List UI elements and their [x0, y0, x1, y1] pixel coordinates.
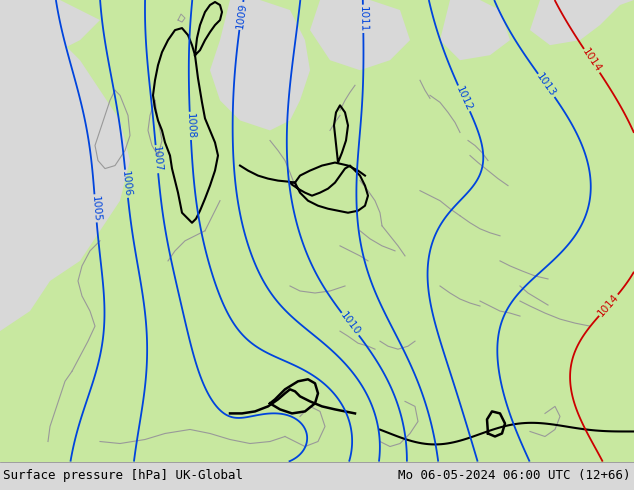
Text: 1007: 1007 — [151, 146, 163, 172]
Text: 1010: 1010 — [339, 311, 362, 338]
Text: 1014: 1014 — [580, 47, 604, 74]
Text: 1011: 1011 — [358, 5, 368, 32]
Polygon shape — [0, 0, 100, 261]
Polygon shape — [310, 0, 410, 70]
Text: 1012: 1012 — [454, 84, 474, 113]
Text: Surface pressure [hPa] UK-Global: Surface pressure [hPa] UK-Global — [3, 469, 243, 482]
Polygon shape — [0, 0, 634, 462]
Text: Mo 06-05-2024 06:00 UTC (12+66): Mo 06-05-2024 06:00 UTC (12+66) — [399, 469, 631, 482]
Text: 1014: 1014 — [596, 292, 621, 318]
Polygon shape — [0, 0, 130, 331]
Text: 1008: 1008 — [184, 113, 196, 139]
Polygon shape — [530, 0, 634, 45]
Text: 1013: 1013 — [534, 72, 558, 99]
Polygon shape — [210, 0, 310, 130]
Text: 1006: 1006 — [120, 170, 133, 197]
Polygon shape — [440, 0, 510, 60]
Text: 1009: 1009 — [235, 2, 248, 29]
Text: 1005: 1005 — [89, 195, 101, 222]
